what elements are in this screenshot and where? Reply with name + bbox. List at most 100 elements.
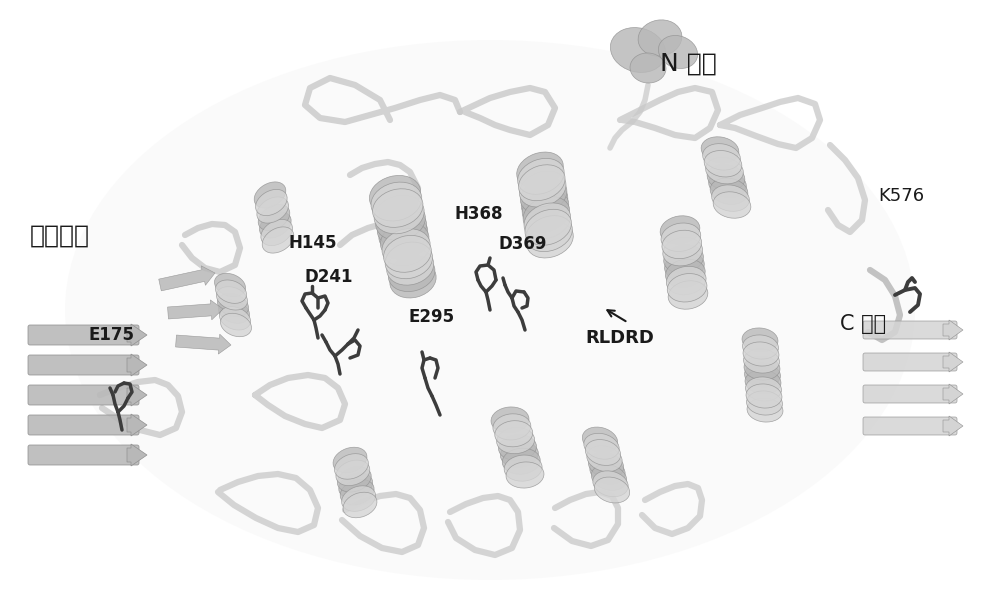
FancyArrow shape — [176, 334, 231, 354]
Ellipse shape — [257, 197, 288, 223]
Ellipse shape — [665, 252, 704, 280]
Ellipse shape — [743, 342, 779, 366]
FancyArrow shape — [127, 384, 147, 406]
Ellipse shape — [337, 467, 371, 492]
Ellipse shape — [638, 20, 682, 56]
Ellipse shape — [387, 248, 434, 285]
Ellipse shape — [220, 307, 250, 330]
Text: D241: D241 — [305, 268, 354, 286]
FancyArrow shape — [127, 354, 147, 376]
Ellipse shape — [593, 471, 628, 497]
Ellipse shape — [261, 219, 292, 245]
Ellipse shape — [343, 492, 377, 518]
Ellipse shape — [379, 215, 428, 253]
Ellipse shape — [585, 440, 621, 466]
Ellipse shape — [591, 464, 627, 490]
FancyArrow shape — [159, 266, 215, 291]
Ellipse shape — [709, 171, 746, 198]
Ellipse shape — [660, 216, 700, 244]
Ellipse shape — [254, 182, 286, 208]
Ellipse shape — [662, 230, 702, 259]
Ellipse shape — [342, 486, 376, 511]
Ellipse shape — [502, 448, 540, 475]
Ellipse shape — [262, 227, 294, 253]
Ellipse shape — [666, 267, 706, 295]
Ellipse shape — [526, 216, 572, 251]
Ellipse shape — [217, 286, 247, 310]
FancyArrow shape — [127, 324, 147, 346]
Text: K576: K576 — [878, 187, 924, 205]
Ellipse shape — [517, 152, 563, 188]
Ellipse shape — [493, 414, 531, 440]
Ellipse shape — [590, 458, 625, 484]
Ellipse shape — [382, 229, 430, 266]
Ellipse shape — [491, 407, 529, 433]
Ellipse shape — [527, 222, 573, 258]
FancyBboxPatch shape — [863, 321, 957, 339]
FancyBboxPatch shape — [28, 325, 139, 345]
Ellipse shape — [710, 178, 748, 204]
Ellipse shape — [703, 144, 740, 170]
FancyArrow shape — [943, 352, 963, 372]
Ellipse shape — [340, 479, 374, 505]
Ellipse shape — [747, 391, 782, 415]
Text: E175: E175 — [88, 326, 134, 344]
Ellipse shape — [215, 273, 245, 297]
FancyBboxPatch shape — [863, 385, 957, 403]
Ellipse shape — [745, 363, 780, 387]
Ellipse shape — [747, 398, 783, 422]
Ellipse shape — [630, 53, 666, 83]
Text: RLDRD: RLDRD — [585, 329, 654, 347]
Ellipse shape — [663, 238, 703, 266]
Ellipse shape — [743, 335, 778, 359]
FancyArrow shape — [127, 414, 147, 436]
Ellipse shape — [744, 356, 780, 380]
FancyBboxPatch shape — [28, 415, 139, 435]
Ellipse shape — [219, 300, 249, 323]
FancyBboxPatch shape — [863, 417, 957, 435]
Ellipse shape — [385, 242, 433, 279]
Ellipse shape — [218, 293, 248, 317]
Text: E295: E295 — [408, 308, 454, 326]
Ellipse shape — [745, 370, 781, 394]
Ellipse shape — [373, 189, 423, 227]
Text: H368: H368 — [455, 205, 504, 223]
Ellipse shape — [664, 245, 703, 273]
FancyBboxPatch shape — [28, 445, 139, 465]
Ellipse shape — [519, 165, 565, 201]
Ellipse shape — [520, 177, 567, 213]
Ellipse shape — [521, 184, 568, 219]
FancyArrow shape — [943, 416, 963, 436]
Ellipse shape — [506, 462, 544, 488]
Ellipse shape — [333, 447, 367, 473]
Ellipse shape — [661, 223, 701, 251]
Text: 亚结构域: 亚结构域 — [30, 223, 90, 247]
Ellipse shape — [746, 377, 781, 401]
Ellipse shape — [594, 477, 630, 503]
Ellipse shape — [610, 28, 666, 72]
Text: C 端域: C 端域 — [840, 314, 886, 333]
FancyArrow shape — [943, 384, 963, 404]
Ellipse shape — [522, 190, 569, 226]
Ellipse shape — [667, 274, 707, 302]
Ellipse shape — [701, 137, 739, 163]
Ellipse shape — [524, 203, 571, 239]
Text: D369: D369 — [498, 235, 546, 253]
Ellipse shape — [260, 212, 291, 238]
Ellipse shape — [665, 259, 705, 288]
Ellipse shape — [584, 434, 619, 459]
Ellipse shape — [390, 262, 436, 298]
Text: H145: H145 — [288, 234, 336, 252]
Ellipse shape — [495, 421, 533, 447]
Ellipse shape — [518, 159, 564, 194]
Ellipse shape — [221, 314, 251, 336]
Ellipse shape — [707, 164, 745, 191]
Ellipse shape — [704, 151, 742, 177]
Ellipse shape — [384, 235, 431, 273]
Ellipse shape — [388, 256, 435, 291]
FancyArrow shape — [127, 444, 147, 466]
Ellipse shape — [371, 182, 422, 221]
Ellipse shape — [369, 175, 421, 215]
Ellipse shape — [588, 452, 624, 478]
Ellipse shape — [504, 455, 542, 481]
